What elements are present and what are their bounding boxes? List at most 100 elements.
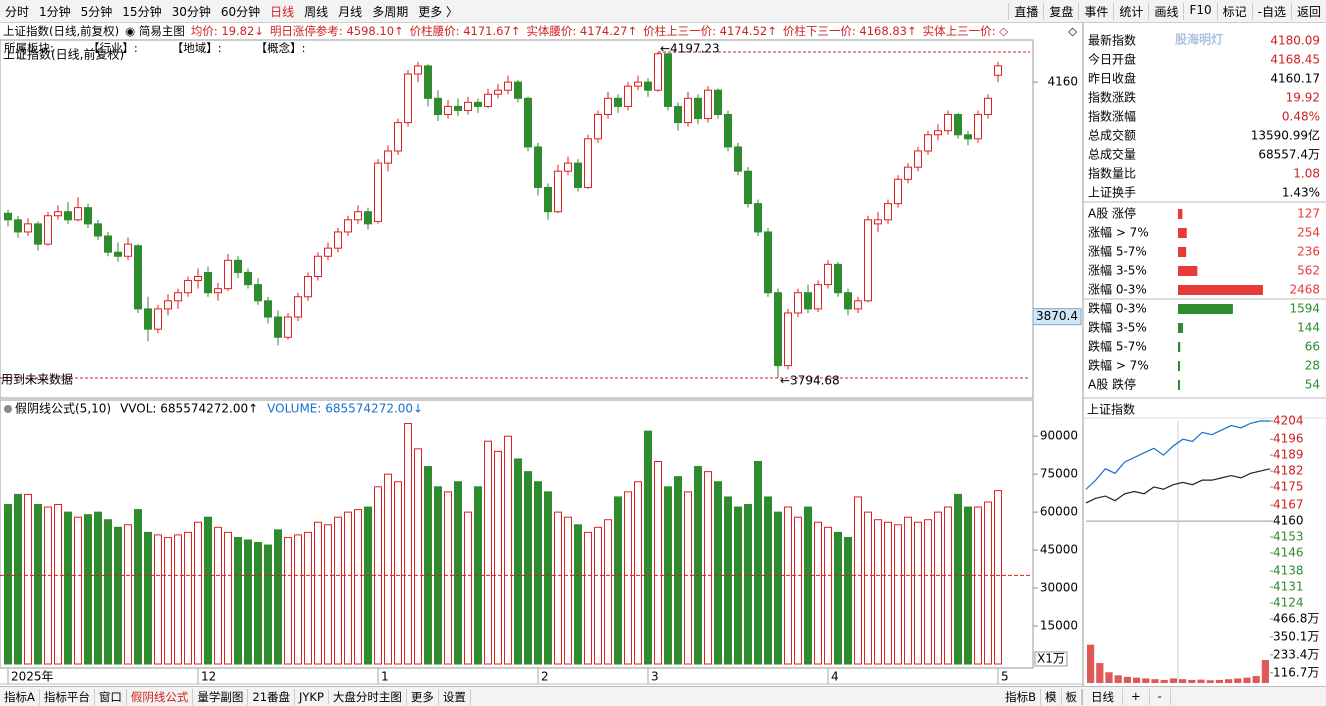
candle-body — [154, 308, 162, 330]
tool-button[interactable]: 统计 — [1113, 2, 1148, 20]
tool-button[interactable]: 返回 — [1290, 2, 1326, 20]
period-tab[interactable]: 1分钟 — [39, 4, 71, 19]
legend-item: VOLUME: 685574272.00↓ — [267, 402, 423, 416]
period-tab[interactable]: 多周期 — [372, 4, 409, 19]
period-button[interactable]: 日线 — [1083, 688, 1123, 705]
indicator-tab[interactable]: JYKP — [295, 689, 329, 704]
indicator-tab[interactable]: 指标A — [0, 688, 40, 705]
indicator-tab[interactable]: 21番盘 — [248, 688, 296, 705]
candle-body — [384, 150, 392, 164]
volume-bar — [774, 511, 782, 665]
indicator-tab[interactable]: 板 — [1062, 688, 1082, 705]
mini-vol-bar — [1096, 663, 1104, 683]
breadth-bar — [1178, 342, 1181, 352]
legend-item: VVOL: 685574272.00↑ — [120, 402, 258, 416]
period-tab[interactable]: 60分钟 — [220, 4, 261, 19]
breadth-count: 28 — [1305, 359, 1320, 373]
volume-bar — [694, 466, 702, 665]
tool-button[interactable]: F10 — [1183, 2, 1216, 20]
volume-bar — [864, 511, 872, 665]
price-pane — [0, 39, 1034, 399]
mini-vol-bar — [1197, 679, 1205, 683]
volume-bar — [924, 519, 932, 665]
volume-bar — [324, 524, 332, 665]
candle-body — [424, 65, 432, 99]
volume-bar — [254, 542, 262, 665]
candle-body — [184, 280, 192, 294]
candle-body — [634, 81, 642, 87]
candle-body — [54, 211, 62, 217]
mini-title: 上证指数 — [1087, 402, 1135, 417]
volume-bar — [754, 461, 762, 665]
period-tab[interactable]: 15分钟 — [122, 4, 162, 19]
mini-vol-bar — [1105, 672, 1113, 683]
volume-bar — [94, 511, 102, 665]
tool-button[interactable]: 复盘 — [1043, 2, 1078, 20]
candle-body — [44, 215, 52, 245]
period-tab[interactable]: 5分钟 — [80, 4, 113, 19]
volume-bar — [724, 496, 732, 665]
volume-bar — [974, 506, 982, 665]
date-label: 3 — [651, 670, 659, 684]
mini-tick-label: 4182 — [1273, 464, 1304, 478]
period-tab[interactable]: 月线 — [338, 4, 363, 19]
mini-vol-label: 466.8万 — [1273, 612, 1319, 626]
volume-bar — [544, 491, 552, 665]
indicator-tab[interactable]: 模 — [1041, 688, 1062, 705]
candle-body — [534, 146, 542, 188]
candle-body — [304, 276, 312, 298]
indicator-tab[interactable]: 大盘分时主图 — [329, 688, 407, 705]
period-tab[interactable]: 分时 — [5, 4, 30, 19]
volume-bar — [484, 440, 492, 665]
candle-body — [94, 223, 102, 237]
y-tick-label: 45000 — [1040, 543, 1078, 557]
mini-tick-label: 4160 — [1273, 514, 1304, 528]
tool-button[interactable]: 画线 — [1148, 2, 1183, 20]
candle-body — [224, 259, 232, 290]
info-item: 价柱上三一价: 4174.52↑ — [643, 24, 777, 38]
period-tab[interactable]: 30分钟 — [171, 4, 211, 19]
candle-body — [444, 105, 452, 116]
tool-button[interactable]: 事件 — [1078, 2, 1113, 20]
sector-label: 【概念】: — [255, 41, 306, 55]
candle-body — [4, 212, 12, 221]
volume-bar — [444, 491, 452, 665]
volume-bar — [834, 531, 842, 665]
period-tab[interactable]: 日线 — [270, 4, 295, 19]
tool-button[interactable]: 标记 — [1216, 2, 1252, 20]
volume-bar — [224, 531, 232, 665]
period-tab[interactable]: 更多 〉 — [418, 4, 459, 19]
candle-body — [874, 219, 882, 225]
candle-body — [684, 97, 692, 124]
tabs-right: 指标B 模板 — [1001, 688, 1082, 705]
candle-body — [714, 89, 722, 116]
indicator-tab[interactable]: 假阴线公式 — [127, 688, 194, 705]
indicator-tab[interactable]: 窗口 — [95, 688, 127, 705]
sector-label: 【地域】: — [171, 41, 222, 55]
volume-bar — [234, 536, 242, 665]
mini-vol-bar — [1179, 679, 1187, 683]
mini-tick-label: 4189 — [1273, 448, 1304, 462]
info-item: 价柱下三一价: 4168.83↑ — [782, 24, 917, 38]
volume-bar — [934, 511, 942, 665]
period-tab[interactable]: 周线 — [304, 4, 329, 19]
indicator-tab[interactable]: 量学副图 — [193, 688, 249, 705]
indicator-tab[interactable]: 指标平台 — [40, 688, 95, 705]
candle-body — [64, 211, 72, 221]
mini-vol-bar — [1114, 675, 1122, 683]
tool-button[interactable]: 直播 — [1008, 2, 1043, 20]
indicator-tab[interactable]: 更多 — [407, 688, 439, 705]
volume-bar — [334, 516, 342, 665]
period-button[interactable]: - — [1150, 688, 1171, 705]
volume-bar — [704, 471, 712, 665]
tool-button[interactable]: -自选 — [1251, 2, 1291, 20]
stat-value: 4180.09 — [1270, 34, 1320, 48]
volume-bar — [684, 491, 692, 665]
indicator-tab[interactable]: 指标B — [1001, 688, 1041, 705]
volume-bar — [214, 526, 222, 665]
breadth-bar — [1178, 304, 1233, 314]
period-button[interactable]: + — [1123, 688, 1150, 705]
volume-bar — [764, 496, 772, 665]
indicator-tab[interactable]: 设置 — [439, 688, 471, 705]
